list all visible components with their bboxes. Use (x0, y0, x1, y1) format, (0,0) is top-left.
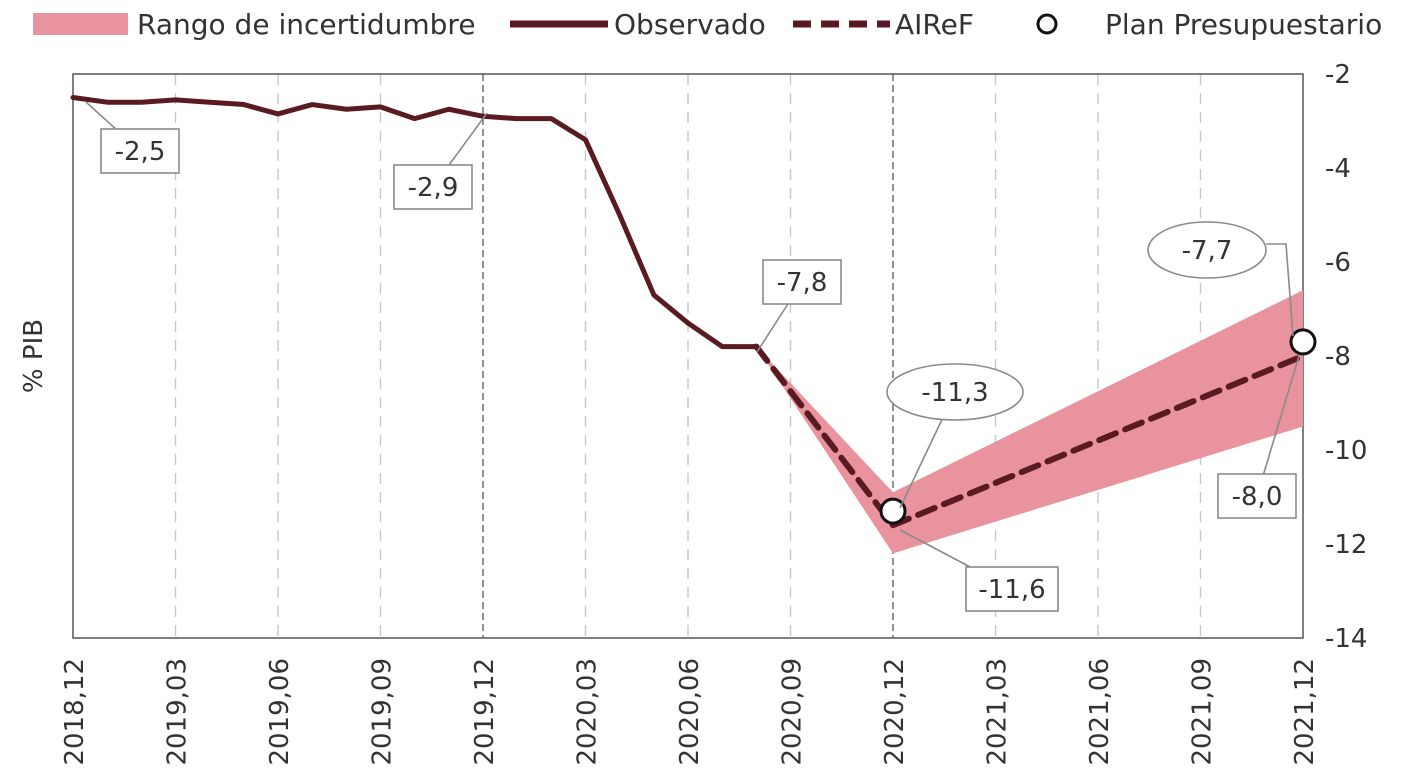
data-label: -2,9 (408, 173, 459, 203)
series-line-observado (70, 95, 759, 350)
callouts: -2,5 -2,9 -7,8 -11,3 -11,6 -7,7 -8,0 (85, 101, 1300, 612)
plan-point (879, 497, 907, 525)
data-label: -11,6 (978, 575, 1045, 605)
y-tick-label: -2 (1325, 60, 1351, 90)
x-axis: 2018,12 2019,03 2019,06 2019,09 2019,12 2020,… (60, 658, 1320, 766)
data-label: -8,0 (1232, 482, 1283, 512)
callout: -2,9 (393, 112, 488, 210)
data-label: -2,5 (115, 137, 166, 167)
x-tick-label: 2018,12 (60, 658, 90, 766)
callout-bubble (1147, 221, 1267, 279)
callout-leader (448, 112, 488, 166)
y-tick-label: -8 (1325, 342, 1351, 372)
callout: -8,0 (1217, 355, 1300, 519)
callout-leader (756, 303, 789, 353)
y-tick-label: -4 (1325, 154, 1351, 184)
callout-box (762, 259, 842, 305)
x-tick-label: 2021,12 (1290, 658, 1320, 766)
callout-box (1217, 473, 1297, 519)
callout-box (965, 566, 1059, 612)
callout-leader (1266, 243, 1294, 337)
callout-leader (1262, 355, 1300, 475)
gridlines (174, 74, 1202, 638)
y-tick-label: -12 (1325, 530, 1367, 560)
y-axis-title: % PIB (19, 319, 49, 393)
legend: Rango de incertidumbre Observado AIReF Plan… (33, 8, 1382, 41)
legend-label-airef: AIReF (895, 8, 974, 41)
legend-label-plan: Plan Presupuestario (1105, 8, 1382, 41)
data-label: -7,8 (777, 268, 828, 298)
x-tick-label: 2020,12 (880, 658, 910, 766)
legend-label-rango: Rango de incertidumbre (137, 8, 476, 41)
uncertainty-band (756, 290, 1303, 554)
callout: -11,6 (899, 529, 1059, 612)
series-line-airef (753, 343, 1306, 529)
y-tick-label: -10 (1325, 436, 1367, 466)
y-axis: -2 -4 -6 -8 -10 -12 -14 (1325, 60, 1367, 654)
callout-leader (85, 101, 117, 130)
callout-leader (899, 419, 943, 509)
x-tick-label: 2020,09 (778, 658, 808, 766)
y-tick-label: -6 (1325, 248, 1351, 278)
callout-bubble (886, 363, 1024, 421)
x-tick-label: 2021,03 (983, 658, 1013, 766)
callout: -11,3 (886, 363, 1024, 509)
x-tick-label: 2020,03 (573, 658, 603, 766)
callout: -7,7 (1147, 221, 1294, 337)
legend-swatch-plan (1036, 13, 1058, 35)
plan-point (1289, 328, 1317, 356)
callout: -7,8 (756, 259, 842, 353)
x-tick-label: 2019,06 (265, 658, 295, 766)
callout: -2,5 (85, 101, 180, 174)
x-tick-label: 2021,09 (1188, 658, 1218, 766)
x-tick-label: 2019,03 (163, 658, 193, 766)
callout-leader (899, 529, 971, 568)
x-tick-label: 2019,09 (368, 658, 398, 766)
x-tick-label: 2019,12 (470, 658, 500, 766)
y-tick-label: -14 (1325, 624, 1367, 654)
x-tick-label: 2020,06 (675, 658, 705, 766)
legend-label-observado: Observado (614, 8, 766, 41)
callout-box (393, 164, 473, 210)
x-tick-label: 2021,06 (1085, 658, 1115, 766)
data-label: -11,3 (921, 378, 988, 408)
data-label: -7,7 (1182, 236, 1233, 266)
callout-box (100, 128, 180, 174)
legend-swatch-rango (33, 13, 128, 35)
